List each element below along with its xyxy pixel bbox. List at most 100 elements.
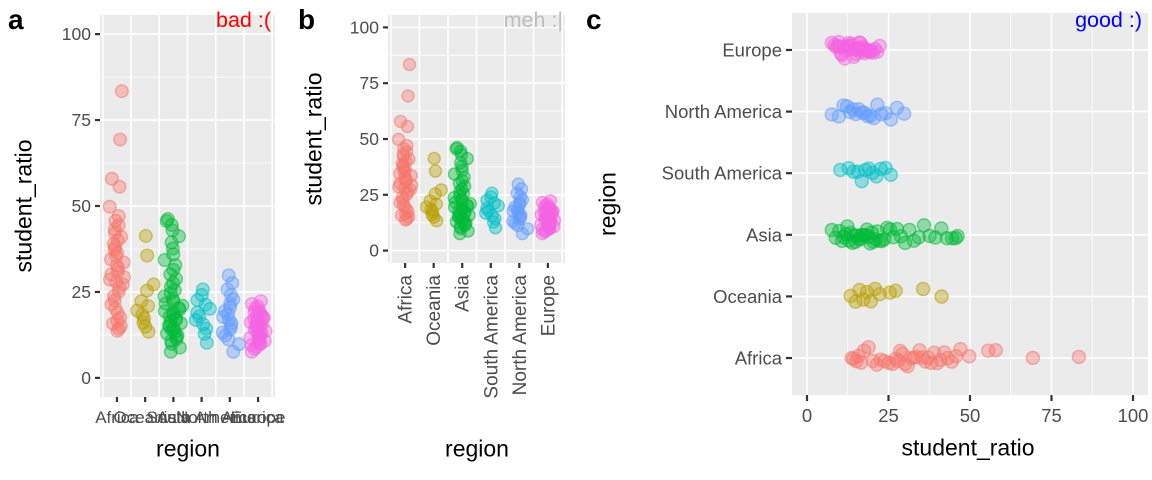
x-tick-label: 50 <box>960 405 981 426</box>
x-category-label: South America <box>146 408 257 427</box>
x-category-label: Africa <box>95 408 139 427</box>
data-point <box>134 294 149 309</box>
panel-letter-c: c <box>586 4 602 35</box>
x-axis-title-b: region <box>445 435 509 462</box>
data-point <box>896 106 912 121</box>
data-point <box>511 177 525 191</box>
data-point <box>897 235 913 251</box>
data-point <box>195 282 210 297</box>
data-point <box>883 112 898 127</box>
x-category-label: Asia <box>157 408 191 427</box>
data-point <box>948 230 963 246</box>
x-category-label: Oceania <box>113 408 177 427</box>
data-point <box>225 276 240 291</box>
y-category-label: South America <box>662 163 783 184</box>
data-point <box>146 277 161 292</box>
y-tick-label: 0 <box>369 241 379 261</box>
data-point <box>160 212 175 227</box>
data-point <box>487 196 501 210</box>
data-point <box>950 228 965 244</box>
data-point <box>934 289 949 304</box>
data-point <box>104 171 119 186</box>
data-point <box>535 195 550 210</box>
data-point <box>450 140 464 155</box>
data-point <box>402 57 417 72</box>
annotation-meh: meh :| <box>503 8 563 32</box>
y-category-label: North America <box>665 101 783 122</box>
data-point <box>853 355 869 370</box>
data-point <box>391 132 406 147</box>
data-point <box>423 194 437 208</box>
data-point <box>861 340 876 355</box>
y-tick-label: 50 <box>360 129 380 149</box>
y-axis-title-b: student_ratio <box>300 72 327 206</box>
y-tick-label: 100 <box>62 24 91 44</box>
x-category-label: North America <box>176 408 284 427</box>
data-point <box>846 164 861 180</box>
x-tick-label: 100 <box>1118 405 1149 426</box>
panel-letter-a: a <box>8 4 24 35</box>
data-point <box>434 183 448 197</box>
data-point <box>915 281 931 297</box>
y-tick-label: 75 <box>72 110 91 130</box>
annotation-good: good :) <box>1075 8 1142 32</box>
data-point <box>485 186 499 200</box>
data-point <box>253 294 268 309</box>
data-point <box>196 317 211 332</box>
data-point <box>981 343 996 358</box>
data-point <box>427 151 441 166</box>
y-category-label: Europe <box>722 39 782 60</box>
x-category-label: South America <box>481 275 502 399</box>
data-point <box>543 194 558 208</box>
x-category-label: Europe <box>231 408 286 427</box>
x-category-label: North America <box>510 275 531 396</box>
data-point <box>1071 349 1087 365</box>
data-point <box>888 283 903 298</box>
y-axis-title-c: region <box>594 172 621 236</box>
x-axis-title-a: region <box>156 435 220 462</box>
data-point <box>401 89 415 103</box>
y-category-label: Oceania <box>713 286 783 307</box>
x-category-label: Asia <box>453 275 474 312</box>
y-category-label: Asia <box>746 224 783 245</box>
data-point <box>113 132 128 147</box>
y-tick-label: 0 <box>81 368 91 388</box>
data-point <box>114 84 129 99</box>
x-axis-title-c: student_ratio <box>901 434 1035 461</box>
data-point <box>883 167 898 183</box>
data-point <box>102 199 117 214</box>
data-point <box>866 110 881 126</box>
data-point <box>962 349 977 364</box>
data-point <box>393 114 408 129</box>
y-tick-label: 50 <box>72 196 92 216</box>
data-point <box>221 268 236 283</box>
data-point <box>138 228 153 243</box>
data-point <box>988 343 1003 358</box>
data-point <box>911 230 926 245</box>
y-tick-label: 75 <box>360 73 379 93</box>
x-tick-label: 25 <box>878 405 899 426</box>
data-point <box>1025 350 1041 366</box>
panel-letter-b: b <box>298 4 316 35</box>
data-point <box>111 208 126 223</box>
y-tick-label: 25 <box>360 185 379 205</box>
annotation-bad: bad :( <box>216 8 271 32</box>
x-category-label: Africa <box>396 275 417 324</box>
data-point <box>429 197 443 211</box>
data-point <box>872 38 887 54</box>
y-axis-title-a: student_ratio <box>10 139 37 273</box>
y-tick-label: 100 <box>350 17 379 37</box>
y-tick-label: 25 <box>72 282 91 302</box>
data-point <box>428 164 443 178</box>
x-category-label: Oceania <box>424 275 445 346</box>
data-point <box>194 288 209 303</box>
x-tick-label: 75 <box>1041 405 1062 426</box>
data-point <box>400 119 415 134</box>
x-tick-label: 0 <box>802 405 812 426</box>
data-point <box>869 169 884 184</box>
data-point <box>140 248 155 263</box>
y-category-label: Africa <box>735 348 783 369</box>
x-category-label: Europe <box>538 275 559 336</box>
